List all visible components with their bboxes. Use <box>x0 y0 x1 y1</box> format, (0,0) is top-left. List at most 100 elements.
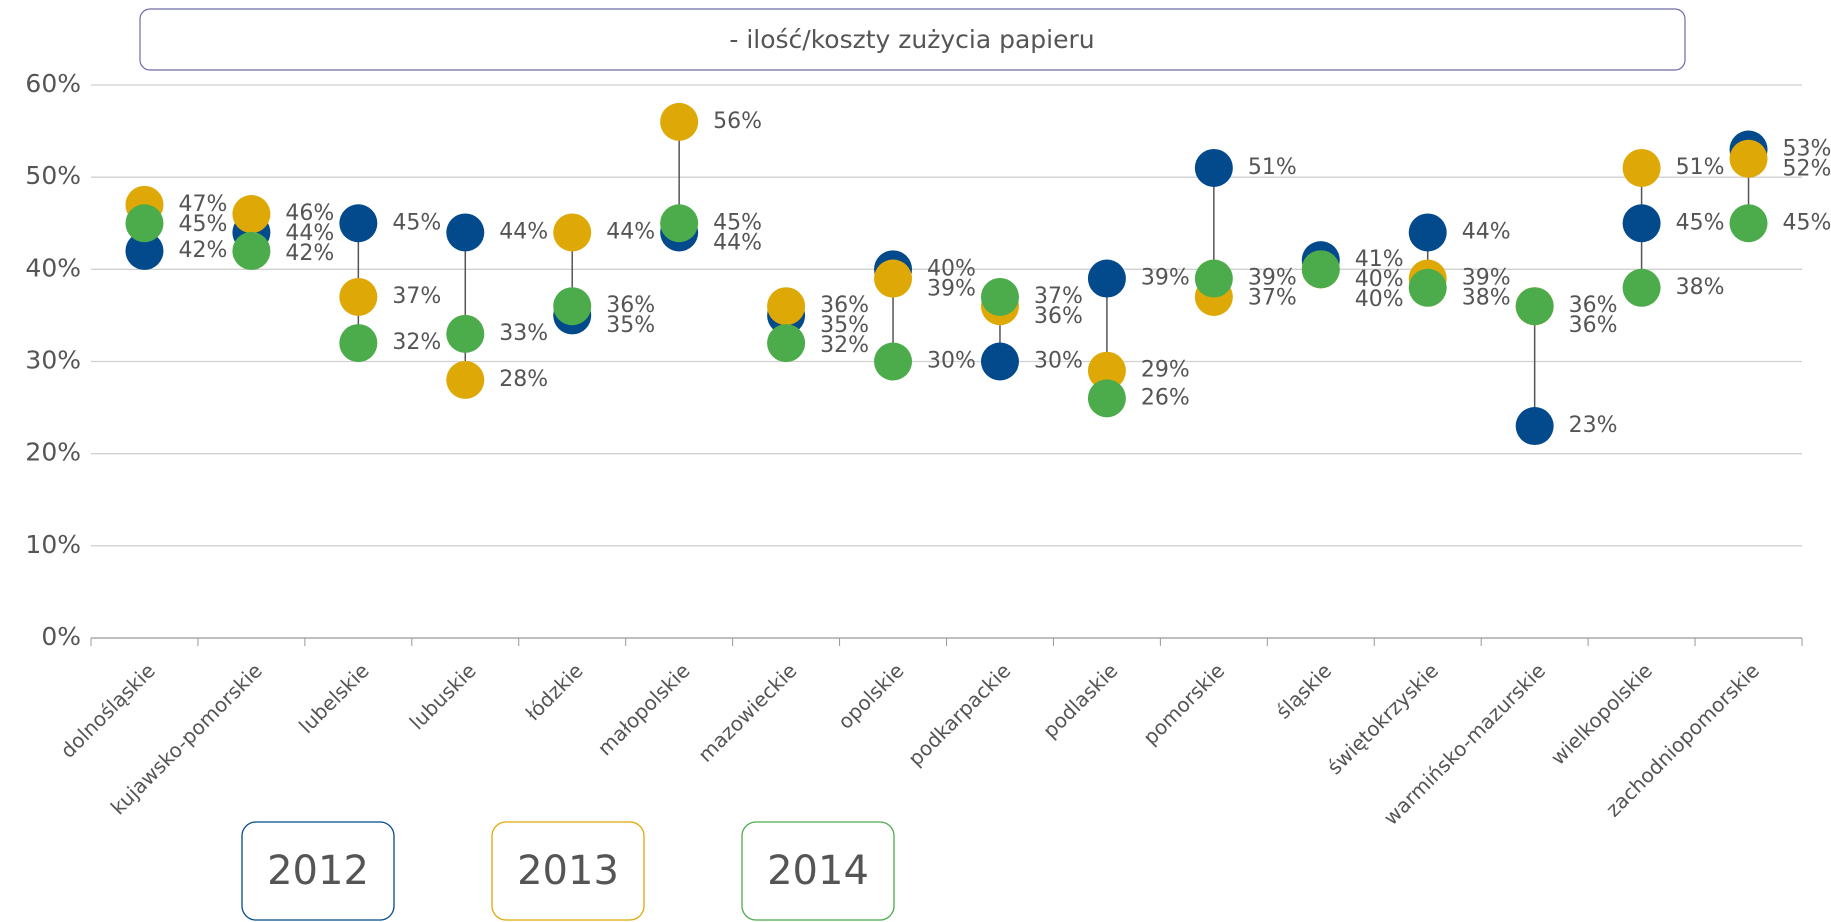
dot <box>874 259 913 298</box>
data-label: 53% <box>1783 137 1831 162</box>
legend-box <box>241 821 395 921</box>
x-tick-label: wielkopolskie <box>1546 658 1657 769</box>
data-label: 38% <box>1676 275 1725 300</box>
legend-label: 2013 <box>517 848 619 894</box>
data-label: 44% <box>499 219 548 244</box>
y-tick-label: 0% <box>41 622 81 651</box>
y-tick-label: 30% <box>25 346 81 375</box>
data-label: 29% <box>1141 358 1190 383</box>
data-label: 44% <box>1462 219 1511 244</box>
data-label: 42% <box>178 238 227 263</box>
dot <box>874 342 913 381</box>
x-tick-label: świętokrzyskie <box>1322 658 1443 779</box>
dot <box>553 287 592 326</box>
data-label: 40% <box>1355 287 1404 312</box>
x-tick-label: pomorskie <box>1138 658 1229 749</box>
dot <box>1087 379 1126 418</box>
dot <box>339 277 378 316</box>
data-label: 37% <box>1248 286 1297 311</box>
data-label: 47% <box>178 192 227 217</box>
chart-title: - ilość/koszty zużycia papieru <box>729 25 1094 54</box>
x-tick-label: małopolskie <box>593 658 695 760</box>
data-label: 44% <box>285 221 334 246</box>
x-tick-label: śląskie <box>1271 658 1336 723</box>
x-tick-label: łódzkie <box>521 658 588 725</box>
data-label: 35% <box>606 313 655 338</box>
data-label: 39% <box>1141 266 1190 291</box>
dot <box>446 314 485 353</box>
data-label: 33% <box>499 321 548 346</box>
dot <box>1087 351 1126 390</box>
x-tick-label: podlaskie <box>1038 658 1122 742</box>
y-tick-label: 60% <box>25 69 81 98</box>
data-label: 30% <box>1034 349 1083 374</box>
data-label: 39% <box>927 276 976 301</box>
data-label: 36% <box>1569 293 1618 318</box>
dot <box>232 195 271 234</box>
x-tick-label: podkarpackie <box>903 658 1015 770</box>
x-tick-label: dolnośląskie <box>56 658 160 762</box>
dot <box>1194 259 1233 298</box>
legend-label: 2014 <box>767 848 869 894</box>
y-tick-label: 20% <box>25 438 81 467</box>
data-label: 36% <box>1034 304 1083 329</box>
dot <box>1622 148 1661 187</box>
data-label: 39% <box>1248 266 1297 291</box>
data-label: 36% <box>1569 313 1618 338</box>
y-tick-label: 40% <box>25 253 81 282</box>
data-label: 52% <box>1783 157 1831 182</box>
data-label: 23% <box>1569 413 1618 438</box>
dot <box>1301 250 1340 289</box>
y-tick-label: 10% <box>25 530 81 559</box>
data-label: 46% <box>285 201 334 226</box>
dot <box>980 342 1019 381</box>
x-tick-label: lubelskie <box>294 658 374 738</box>
dot <box>553 213 592 252</box>
legend-label: 2012 <box>267 848 369 894</box>
dot <box>125 231 164 270</box>
data-label: 44% <box>713 230 762 255</box>
data-label: 41% <box>1355 247 1404 272</box>
dot <box>1408 213 1447 252</box>
data-label: 51% <box>1248 155 1297 180</box>
dot <box>125 204 164 243</box>
dot <box>1729 204 1768 243</box>
dot <box>1622 268 1661 307</box>
dot <box>339 324 378 363</box>
data-label: 28% <box>499 367 548 392</box>
dot <box>980 277 1019 316</box>
data-label: 26% <box>1141 385 1190 410</box>
dot <box>1729 139 1768 178</box>
dot <box>767 324 806 363</box>
data-label: 36% <box>820 293 869 318</box>
data-label: 45% <box>1783 210 1831 235</box>
title-box <box>139 8 1686 71</box>
dot <box>446 213 485 252</box>
data-label: 45% <box>713 210 762 235</box>
data-label: 45% <box>392 210 441 235</box>
y-tick-label: 50% <box>25 161 81 190</box>
data-label: 32% <box>392 330 441 355</box>
data-label: 51% <box>1676 155 1725 180</box>
dot <box>1622 204 1661 243</box>
dot <box>1515 407 1554 446</box>
data-label: 32% <box>820 333 869 358</box>
data-label: 56% <box>713 109 762 134</box>
dot <box>767 287 806 326</box>
dot <box>446 360 485 399</box>
data-label: 40% <box>927 256 976 281</box>
data-label: 44% <box>606 219 655 244</box>
data-label: 37% <box>1034 284 1083 309</box>
dot <box>1087 259 1126 298</box>
data-label: 37% <box>392 284 441 309</box>
data-label: 45% <box>1676 210 1725 235</box>
data-label: 35% <box>820 313 869 338</box>
dot <box>1408 268 1447 307</box>
dot <box>1194 148 1233 187</box>
data-label: 38% <box>1462 286 1511 311</box>
legend-box <box>491 821 645 921</box>
x-tick-label: lubuskie <box>405 658 481 734</box>
dot <box>660 204 699 243</box>
dot <box>660 102 699 141</box>
